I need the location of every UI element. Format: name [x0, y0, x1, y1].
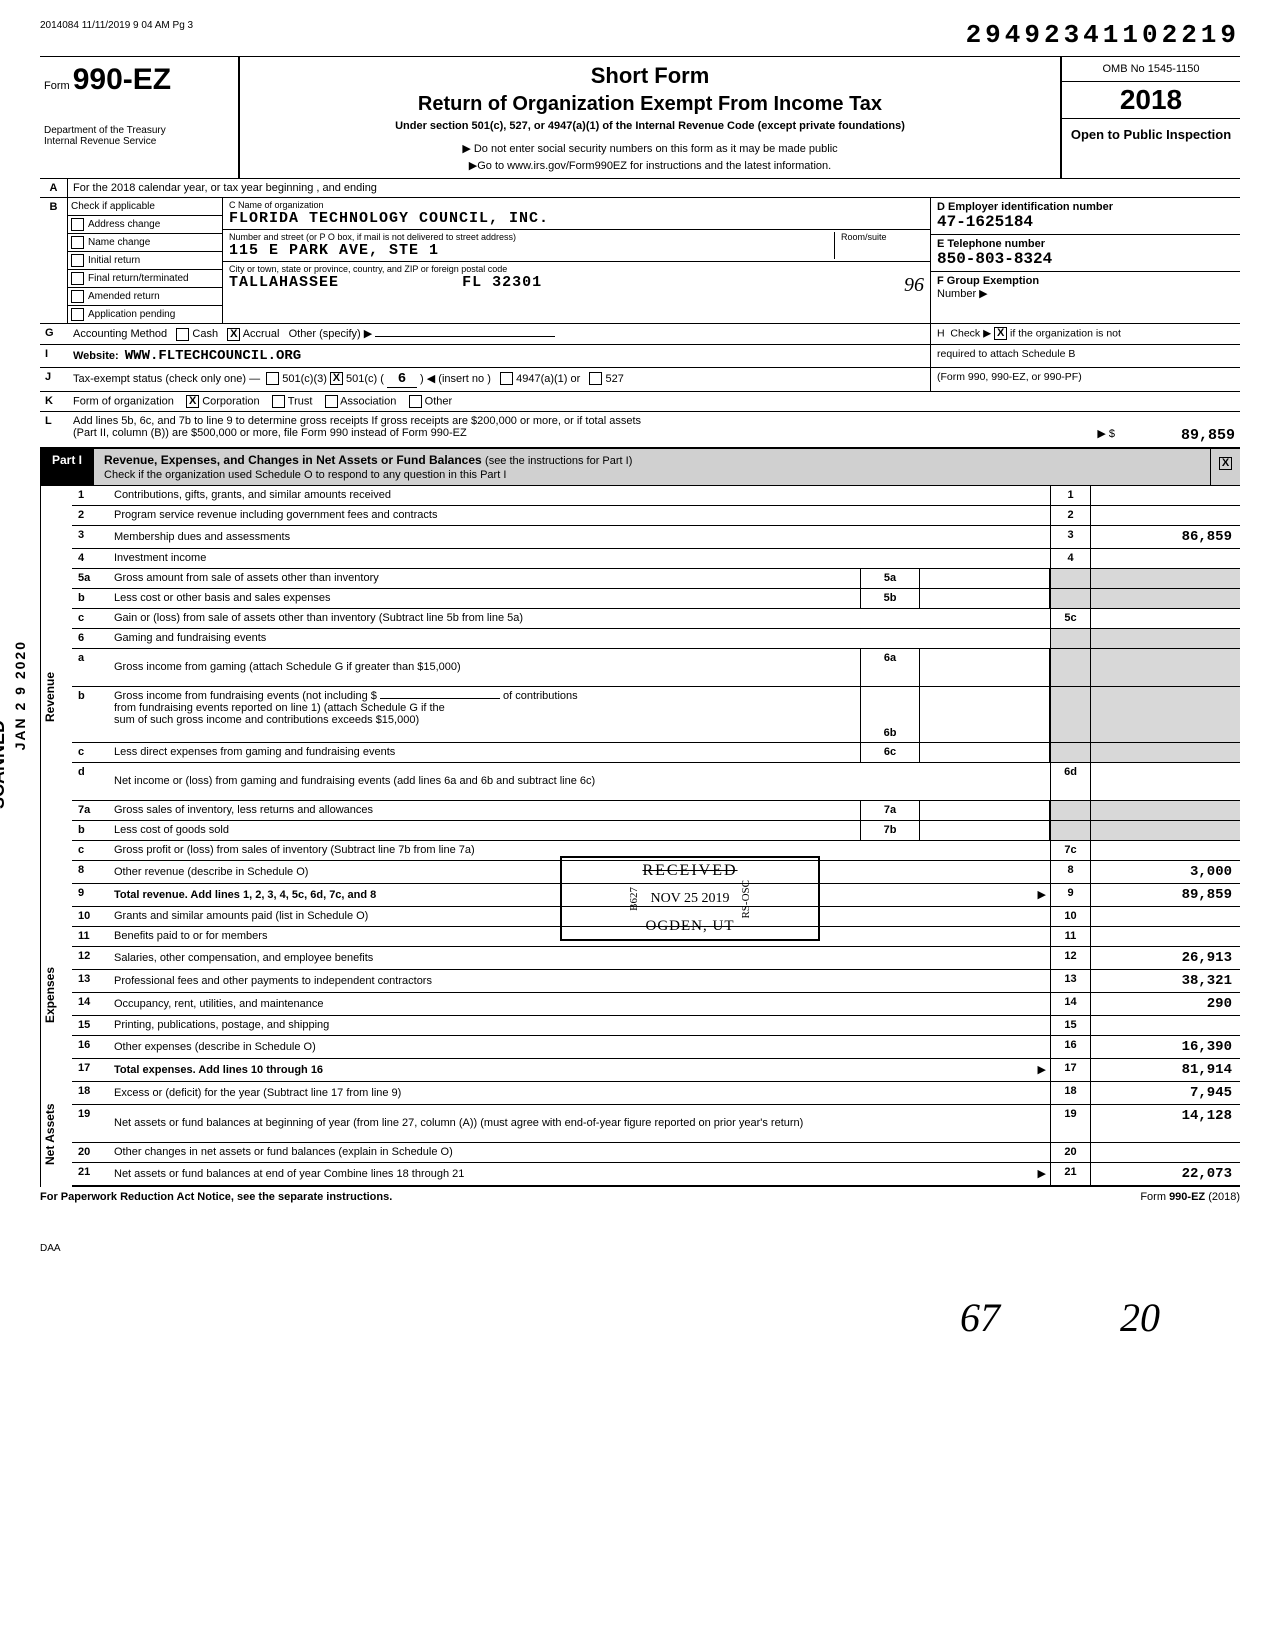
net-assets-section: Net Assets 18Excess or (deficit) for the…: [40, 1082, 1240, 1187]
line-8-val: 3,000: [1090, 861, 1240, 883]
check-initial-return[interactable]: [71, 254, 84, 267]
check-schedule-o[interactable]: [1219, 457, 1232, 470]
revenue-section: Revenue 1Contributions, gifts, grants, a…: [40, 486, 1240, 907]
line-19-val: 14,128: [1090, 1105, 1240, 1142]
line-13-val: 38,321: [1090, 970, 1240, 992]
phone: 850-803-8324: [937, 250, 1234, 268]
line-14-val: 290: [1090, 993, 1240, 1015]
line-a: A For the 2018 calendar year, or tax yea…: [40, 179, 1240, 198]
check-other-org[interactable]: [409, 395, 422, 408]
org-address: 115 E PARK AVE, STE 1: [229, 242, 834, 259]
form-id-box: Form 990-EZ Department of the Treasury I…: [40, 57, 240, 178]
scanned-stamp: SCANNED: [0, 720, 9, 809]
check-final-return[interactable]: [71, 272, 84, 285]
form-title-center: Short Form Return of Organization Exempt…: [240, 57, 1060, 178]
document-number: 29492341102219: [966, 20, 1240, 50]
check-4947[interactable]: [500, 372, 513, 385]
line-18-val: 7,945: [1090, 1082, 1240, 1104]
form-number: 990-EZ: [73, 63, 171, 96]
main-title: Return of Organization Exempt From Incom…: [250, 93, 1050, 116]
right-info-box: OMB No 1545-1150 2018 Open to Public Ins…: [1060, 57, 1240, 178]
line-21-val: 22,073: [1090, 1163, 1240, 1185]
check-cash[interactable]: [176, 328, 189, 341]
tax-year: 2018: [1062, 82, 1240, 119]
check-if-applicable: Check if applicable Address change Name …: [68, 198, 223, 323]
received-stamp: RECEIVED B627 NOV 25 2019 RS-OSC OGDEN, …: [560, 856, 820, 942]
form-title-block: Form 990-EZ Department of the Treasury I…: [40, 56, 1240, 179]
org-info: C Name of organization FLORIDA TECHNOLOG…: [223, 198, 930, 323]
check-name-change[interactable]: [71, 236, 84, 249]
part-i-header: Part I Revenue, Expenses, and Changes in…: [40, 448, 1240, 486]
scan-date-vertical: JAN 2 9 2020: [12, 640, 28, 750]
line-l: L Add lines 5b, 6c, and 7b to line 9 to …: [40, 412, 1240, 448]
check-trust[interactable]: [272, 395, 285, 408]
page-header: 2014084 11/11/2019 9 04 AM Pg 3 29492341…: [40, 20, 1240, 50]
ein: 47-1625184: [937, 213, 1234, 231]
org-city: TALLAHASSEE: [229, 274, 339, 291]
page-footer: For Paperwork Reduction Act Notice, see …: [40, 1187, 1240, 1203]
check-schedule-b[interactable]: [994, 327, 1007, 340]
line-g: G Accounting Method Cash Accrual Other (…: [40, 324, 1240, 345]
daa-label: DAA: [40, 1243, 1240, 1254]
line-k: K Form of organization Corporation Trust…: [40, 392, 1240, 412]
line-12-val: 26,913: [1090, 947, 1240, 969]
check-amended[interactable]: [71, 290, 84, 303]
open-to-public: Open to Public Inspection: [1062, 119, 1240, 150]
form-prefix: Form: [44, 80, 70, 92]
goto-url: ▶Go to www.irs.gov/Form990EZ for instruc…: [250, 159, 1050, 172]
gross-receipts: 89,859: [1115, 427, 1235, 444]
check-address-change[interactable]: [71, 218, 84, 231]
handwritten-marks: 67 20: [40, 1294, 1240, 1341]
dept-treasury: Department of the Treasury Internal Reve…: [44, 125, 228, 147]
omb-number: OMB No 1545-1150: [1062, 57, 1240, 82]
website: WWW.FLTECHCOUNCIL.ORG: [125, 348, 301, 364]
scan-id: 2014084 11/11/2019 9 04 AM Pg 3: [40, 20, 193, 31]
org-name: FLORIDA TECHNOLOGY COUNCIL, INC.: [229, 210, 924, 227]
check-501c[interactable]: [330, 372, 343, 385]
check-527[interactable]: [589, 372, 602, 385]
line-3-val: 86,859: [1090, 526, 1240, 548]
check-501c3[interactable]: [266, 372, 279, 385]
line-9-val: 89,859: [1090, 884, 1240, 906]
subtitle: Under section 501(c), 527, or 4947(a)(1)…: [250, 120, 1050, 132]
ssn-warning: ▶ Do not enter social security numbers o…: [250, 142, 1050, 155]
line-i: I Website: WWW.FLTECHCOUNCIL.ORG require…: [40, 345, 1240, 368]
check-corp[interactable]: [186, 395, 199, 408]
check-accrual[interactable]: [227, 328, 240, 341]
org-state-zip: FL 32301: [462, 274, 542, 291]
line-j: J Tax-exempt status (check only one) — 5…: [40, 368, 1240, 392]
section-b: B Check if applicable Address change Nam…: [40, 198, 1240, 324]
check-app-pending[interactable]: [71, 308, 84, 321]
short-form-label: Short Form: [250, 63, 1050, 89]
line-16-val: 16,390: [1090, 1036, 1240, 1058]
check-assoc[interactable]: [325, 395, 338, 408]
right-info: D Employer identification number 47-1625…: [930, 198, 1240, 323]
line-17-val: 81,914: [1090, 1059, 1240, 1081]
